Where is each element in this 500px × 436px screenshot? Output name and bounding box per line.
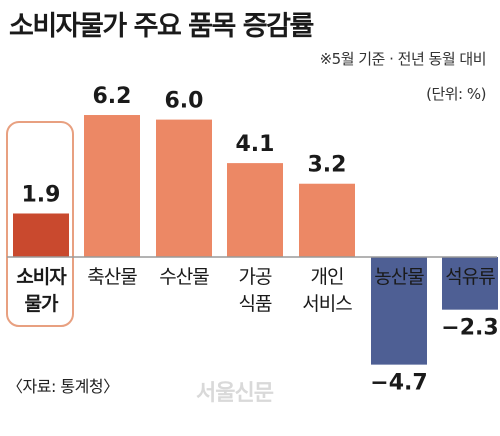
bar-3	[227, 163, 283, 257]
bar-0	[13, 213, 69, 257]
bar-4	[299, 183, 355, 257]
bar-5	[371, 257, 427, 365]
value-label-3: 4.1	[236, 132, 275, 157]
bar-6	[442, 257, 498, 310]
category-label-5: 농산물	[374, 266, 424, 288]
category-label-0-line-1: 물가	[25, 293, 59, 315]
category-label-1: 축산물	[87, 266, 137, 288]
highlight-box	[6, 121, 74, 327]
category-label-3-line-1: 식품	[239, 293, 272, 315]
value-label-5: −4.7	[370, 371, 427, 396]
category-label-2: 수산물	[159, 266, 209, 288]
category-label-4-line-0: 개인	[311, 266, 344, 288]
category-label-4-line-1: 서비스	[302, 293, 352, 315]
category-label-6: 석유류	[445, 266, 495, 288]
watermark: 서울신문	[196, 381, 274, 406]
chart-title: 소비자물가 주요 품목 증감률	[9, 11, 314, 42]
value-label-1: 6.2	[93, 84, 132, 109]
category-label-0-line-0: 소비자	[16, 266, 67, 288]
value-label-2: 6.0	[165, 89, 204, 114]
unit-label: (단위: %)	[426, 85, 486, 103]
category-label-3-line-0: 가공	[239, 266, 272, 288]
value-label-6: −2.3	[441, 316, 498, 341]
value-label-0: 1.9	[22, 182, 61, 207]
chart-subtitle: ※5월 기준 · 전년 동월 대비	[319, 50, 487, 68]
bar-2	[156, 119, 212, 257]
value-label-4: 3.2	[308, 153, 347, 178]
bar-1	[84, 115, 140, 258]
source-label: 〈자료: 통계청〉	[7, 377, 119, 396]
